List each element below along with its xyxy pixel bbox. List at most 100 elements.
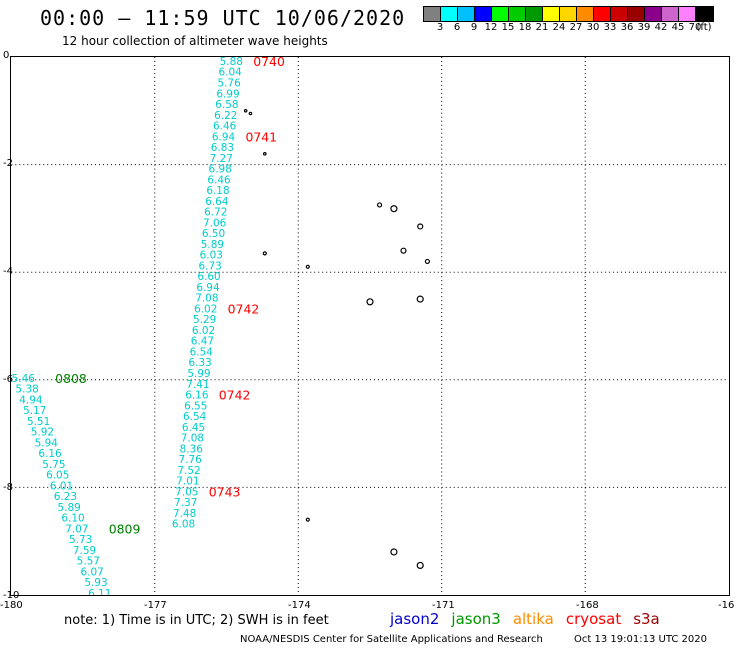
wave-height-value: 6.64 [205, 196, 229, 208]
wave-height-value: 6.45 [182, 422, 205, 434]
x-tick-label: -16 [718, 600, 735, 611]
wave-height-value: 6.10 [61, 513, 84, 525]
pass-time-label: 0743 [209, 484, 241, 499]
y-tick-label: -8 [3, 482, 13, 493]
colorbar-swatch [594, 7, 611, 21]
wave-height-colorbar [423, 6, 714, 22]
colorbar-swatch [492, 7, 509, 21]
island-outline [390, 548, 398, 556]
legend-item-cryosat: cryosat [565, 610, 622, 628]
x-tick-label: -168 [576, 600, 599, 611]
colorbar-swatch [526, 7, 543, 21]
wave-height-value: 6.94 [196, 282, 220, 294]
colorbar-label: 18 [518, 22, 532, 33]
wave-height-value: 6.58 [215, 99, 238, 111]
legend-item-altika: altika [512, 610, 554, 628]
wave-height-value: 5.99 [187, 368, 210, 380]
x-tick-label: -174 [288, 600, 311, 611]
colorbar-swatch [509, 7, 526, 21]
colorbar-swatch [424, 7, 441, 21]
colorbar-swatch [628, 7, 645, 21]
wave-height-value: 7.07 [65, 523, 88, 535]
wave-height-value: 7.08 [181, 433, 204, 445]
wave-height-value: 6.50 [202, 228, 225, 240]
colorbar-label: 3 [436, 22, 444, 33]
colorbar-label: 36 [620, 22, 634, 33]
colorbar-swatch [458, 7, 475, 21]
island-outline [416, 561, 424, 569]
island-outline [248, 111, 253, 116]
wave-height-value: 7.48 [173, 508, 196, 520]
colorbar-label: 24 [552, 22, 566, 33]
colorbar-label: 12 [484, 22, 498, 33]
legend-item-s3a: s3a [633, 610, 660, 628]
pass-time-label: 0741 [245, 129, 277, 144]
island-outline [417, 223, 424, 230]
wave-height-value: 6.83 [211, 142, 234, 154]
island-outline [262, 251, 267, 256]
wave-height-value: 6.99 [216, 88, 239, 100]
wave-height-value: 7.41 [186, 379, 209, 391]
wave-height-value: 6.98 [209, 164, 232, 176]
wave-height-value: 4.94 [19, 394, 43, 406]
wave-height-value: 6.47 [191, 336, 214, 348]
wave-height-value: 6.33 [189, 357, 212, 369]
wave-height-value: 7.01 [176, 476, 199, 488]
colorbar-swatch [679, 7, 696, 21]
pass-time-label: 0742 [228, 301, 260, 316]
wave-height-value: 7.59 [73, 545, 96, 557]
wave-height-value: 5.57 [77, 556, 100, 568]
wave-height-value: 7.08 [195, 293, 218, 305]
wave-height-value: 5.17 [23, 405, 46, 417]
wave-height-value: 5.51 [27, 416, 50, 428]
wave-height-value: 6.07 [81, 566, 104, 578]
colorbar-swatch [696, 7, 713, 21]
legend-item-jason3: jason3 [451, 610, 501, 628]
colorbar-label: 27 [569, 22, 583, 33]
wave-height-value: 7.52 [177, 465, 200, 477]
colorbar-label: 45 [671, 22, 685, 33]
wave-height-value: 6.02 [194, 303, 217, 315]
colorbar-label: 30 [586, 22, 600, 33]
wave-height-value: 5.46 [12, 373, 35, 385]
x-tick-label: -180 [0, 600, 23, 611]
wave-height-value: 5.92 [31, 427, 54, 439]
wave-height-value: 7.05 [175, 486, 198, 498]
island-outline [366, 298, 374, 306]
credit-timestamp: Oct 13 19:01:13 UTC 2020 [574, 634, 707, 645]
island-outline [262, 152, 267, 156]
island-outline [390, 205, 398, 213]
wave-height-value: 6.11 [88, 588, 111, 596]
wave-height-value: 7.06 [203, 217, 226, 229]
wave-height-value: 5.88 [220, 56, 243, 68]
y-tick-label: -10 [3, 590, 20, 601]
colorbar-swatch [475, 7, 492, 21]
wave-height-value: 6.46 [207, 174, 230, 186]
wave-height-value: 6.55 [184, 400, 207, 412]
colorbar-swatch [543, 7, 560, 21]
island-outline [424, 258, 430, 265]
wave-height-value: 6.03 [200, 250, 223, 262]
island-outline [376, 202, 383, 208]
wave-height-value: 5.89 [58, 502, 81, 514]
wave-height-value: 6.22 [214, 110, 237, 122]
wave-height-value: 6.01 [50, 480, 73, 492]
wave-height-value: 6.04 [219, 67, 243, 79]
note-text: note: 1) Time is in UTC; 2) SWH is in fe… [64, 613, 329, 628]
wave-height-value: 6.02 [192, 325, 215, 337]
credit-org: NOAA/NESDIS Center for Satellite Applica… [240, 634, 543, 645]
colorbar-label: 6 [453, 22, 461, 33]
wave-height-value: 5.29 [193, 314, 216, 326]
wave-height-value: 6.72 [204, 207, 227, 219]
pass-time-label: 0809 [109, 521, 141, 536]
y-tick-label: 0 [3, 50, 10, 61]
chart-subtitle: 12 hour collection of altimeter wave hei… [62, 34, 328, 48]
pass-time-label: 0742 [219, 388, 251, 403]
wave-height-value: 6.16 [185, 390, 208, 402]
colorbar-swatch [662, 7, 679, 21]
wave-height-map[interactable]: 5.886.045.766.996.586.226.466.946.837.27… [10, 56, 730, 596]
colorbar-label: 33 [603, 22, 617, 33]
wave-height-value: 5.89 [201, 239, 224, 251]
island-outline [305, 264, 310, 269]
wave-height-value: 6.73 [199, 260, 222, 272]
